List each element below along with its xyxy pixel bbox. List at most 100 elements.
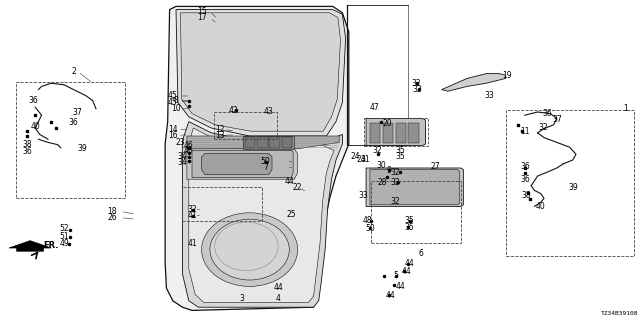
- Text: 8: 8: [173, 96, 179, 105]
- Bar: [214, 112, 277, 139]
- Text: 48: 48: [362, 216, 372, 225]
- Polygon shape: [165, 6, 349, 310]
- Text: 11: 11: [520, 127, 529, 136]
- Text: 24: 24: [350, 152, 360, 161]
- Text: 20: 20: [382, 119, 392, 128]
- Text: 51: 51: [59, 232, 69, 241]
- Text: 39: 39: [568, 183, 578, 192]
- Bar: [182, 187, 262, 221]
- Text: 43: 43: [264, 108, 274, 116]
- Text: 40: 40: [536, 202, 546, 211]
- Text: 19: 19: [502, 71, 512, 80]
- Text: 22: 22: [293, 183, 302, 192]
- Polygon shape: [366, 168, 463, 206]
- Text: 13: 13: [215, 131, 225, 140]
- Text: 33: 33: [484, 92, 495, 100]
- Text: 34: 34: [177, 152, 188, 161]
- Text: 32: 32: [390, 197, 401, 206]
- Text: 16: 16: [168, 132, 178, 140]
- Text: 35: 35: [404, 223, 415, 232]
- Text: 10: 10: [171, 104, 181, 113]
- Text: 3: 3: [239, 294, 244, 303]
- Text: 32: 32: [187, 205, 197, 214]
- Text: 37: 37: [72, 108, 82, 117]
- Text: 9: 9: [387, 166, 392, 175]
- Text: 36: 36: [542, 109, 552, 118]
- Text: 36: 36: [520, 175, 530, 184]
- Polygon shape: [176, 10, 346, 136]
- Text: 44: 44: [385, 292, 396, 300]
- Bar: [383, 123, 393, 143]
- Text: 42: 42: [228, 106, 239, 115]
- Text: 15: 15: [196, 7, 207, 16]
- Text: 32: 32: [538, 124, 548, 132]
- Bar: [282, 137, 292, 148]
- Text: FR.: FR.: [44, 241, 59, 250]
- Ellipse shape: [202, 213, 298, 286]
- Text: 45: 45: [168, 92, 178, 100]
- Text: 40: 40: [30, 122, 40, 131]
- Text: TZ34B39108: TZ34B39108: [601, 311, 639, 316]
- Text: 17: 17: [196, 13, 207, 22]
- Text: 1: 1: [623, 104, 628, 113]
- Text: 46: 46: [184, 146, 194, 155]
- Polygon shape: [189, 128, 334, 302]
- Text: 47: 47: [369, 103, 380, 112]
- Polygon shape: [243, 136, 294, 149]
- Text: 27: 27: [430, 162, 440, 171]
- Bar: [371, 181, 461, 243]
- Text: 36: 36: [28, 96, 38, 105]
- Text: 45: 45: [168, 98, 178, 107]
- Text: 18: 18: [108, 207, 116, 216]
- Text: 32: 32: [390, 168, 401, 177]
- Polygon shape: [187, 136, 339, 149]
- Text: 44: 44: [401, 268, 412, 276]
- Bar: [408, 123, 419, 143]
- Text: 36: 36: [68, 118, 79, 127]
- Bar: [396, 123, 406, 143]
- Text: 12: 12: [216, 125, 225, 134]
- Bar: [245, 137, 255, 148]
- Text: 24: 24: [356, 156, 367, 164]
- Text: 35: 35: [404, 216, 415, 225]
- Polygon shape: [187, 149, 298, 179]
- Bar: [370, 123, 380, 143]
- Polygon shape: [370, 170, 460, 205]
- Text: 44: 44: [395, 282, 405, 291]
- Text: 34: 34: [177, 158, 188, 167]
- Text: 44: 44: [404, 259, 415, 268]
- Text: 5: 5: [393, 271, 398, 280]
- Ellipse shape: [210, 219, 289, 280]
- Polygon shape: [442, 74, 506, 91]
- Text: 2: 2: [71, 68, 76, 76]
- Text: 36: 36: [520, 162, 530, 171]
- Text: 35: 35: [395, 152, 405, 161]
- Text: 32: 32: [411, 79, 421, 88]
- Text: 41: 41: [187, 239, 197, 248]
- Text: 4: 4: [276, 294, 281, 303]
- Bar: [257, 137, 268, 148]
- Text: 50: 50: [260, 157, 271, 166]
- Text: 52: 52: [59, 224, 69, 233]
- Bar: [506, 110, 634, 256]
- Text: 33: 33: [358, 191, 369, 200]
- Bar: [364, 118, 428, 146]
- Polygon shape: [366, 118, 426, 146]
- Bar: [269, 137, 280, 148]
- Text: 38: 38: [521, 191, 531, 200]
- Text: 7: 7: [263, 163, 268, 172]
- Polygon shape: [9, 241, 51, 251]
- Text: 36: 36: [22, 147, 32, 156]
- Text: 44: 44: [284, 177, 294, 186]
- Text: 30: 30: [376, 161, 386, 170]
- Bar: [16, 82, 125, 198]
- Text: 31: 31: [360, 155, 370, 164]
- Text: 14: 14: [168, 125, 178, 134]
- Text: 28: 28: [378, 178, 387, 187]
- Text: 23: 23: [175, 138, 186, 147]
- Text: 35: 35: [395, 146, 405, 155]
- Polygon shape: [192, 150, 293, 178]
- Polygon shape: [180, 13, 340, 131]
- Text: 39: 39: [77, 144, 87, 153]
- Text: 25: 25: [286, 210, 296, 219]
